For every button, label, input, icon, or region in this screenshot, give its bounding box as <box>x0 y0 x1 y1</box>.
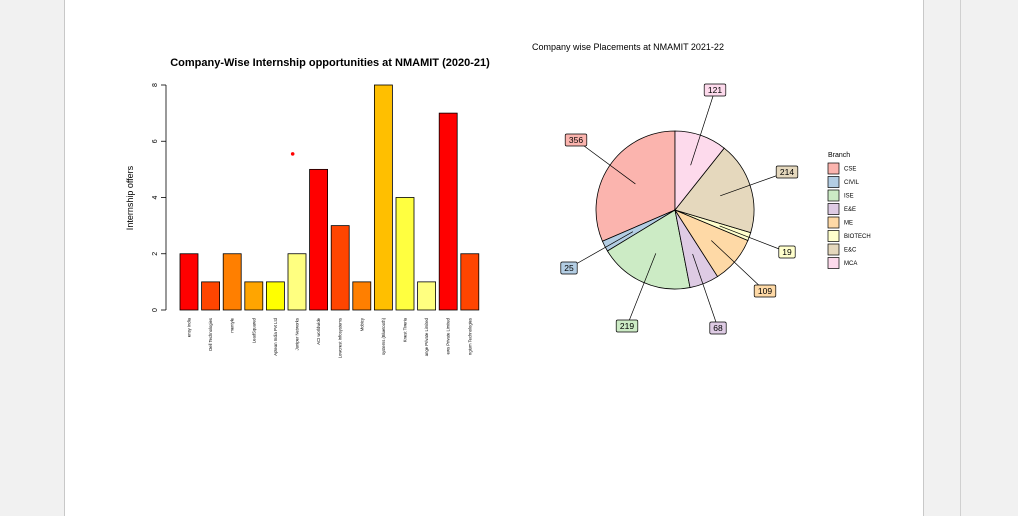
bar <box>201 281 221 311</box>
x-tick-label: systems (Bluetooth) <box>381 317 386 355</box>
pie-data-label: 214 <box>780 167 794 177</box>
pie-slice <box>674 147 755 234</box>
pie-slice <box>674 130 725 212</box>
bar <box>438 112 458 311</box>
bar-chart-title: Company-Wise Internship opportunities at… <box>170 57 490 69</box>
bar <box>265 281 285 311</box>
pie-slice <box>595 130 676 242</box>
x-tick-label: Dell Technologies <box>208 318 213 351</box>
pie-data-label: 219 <box>620 321 634 331</box>
bar <box>395 197 415 311</box>
bar <box>222 253 242 311</box>
pie-label-box <box>709 321 727 335</box>
x-tick-label: ngium Technologies <box>467 318 472 355</box>
bar <box>417 281 437 311</box>
pie-label-box <box>753 284 777 298</box>
pie-chart-slices <box>595 130 755 290</box>
pie-data-label: 121 <box>708 85 722 95</box>
x-tick-label: mentyle <box>230 317 235 332</box>
y-tick-label: 8 <box>152 83 159 87</box>
pie-label-leader <box>692 253 719 329</box>
legend-swatch <box>827 176 840 188</box>
y-tick-label: 0 <box>152 308 159 312</box>
legend-swatch <box>827 230 840 242</box>
bar <box>373 84 393 311</box>
x-tick-label: ews Private Limited <box>446 317 451 354</box>
pie-data-label: 19 <box>782 247 792 257</box>
legend-label: BIOTECH <box>844 234 871 240</box>
pie-label-leader <box>690 89 716 166</box>
bar <box>287 253 307 311</box>
x-tick-label: Mobicy <box>359 317 364 331</box>
x-tick-label: Lowcrest Infosystems <box>338 318 343 358</box>
pie-chart-legend: Branch CSE CIVIL ISE E&E ME BIOTECH E&C MCA <box>827 152 871 269</box>
legend-label: ISE <box>844 193 854 199</box>
pie-chart: Company wise Placements at NMAMIT 2021-2… <box>532 42 871 335</box>
bar <box>352 281 372 311</box>
legend-label: ME <box>844 220 853 226</box>
pie-label-leader <box>719 225 788 253</box>
pie-label-box <box>560 261 578 275</box>
pie-label-box <box>615 319 639 333</box>
bar-chart-y-ticks: 0 2 4 6 8 <box>152 83 166 312</box>
pie-chart-title: Company wise Placements at NMAMIT 2021-2… <box>532 42 724 52</box>
legend-label: E&C <box>844 247 857 253</box>
x-tick-label: ange Private Limited <box>424 317 429 356</box>
viewer-scroll-gutter <box>960 0 961 516</box>
x-tick-label: Juniper Networks <box>294 318 299 350</box>
pie-label-box <box>775 165 799 179</box>
bar-chart-bars <box>179 84 480 311</box>
legend-swatch <box>827 189 840 202</box>
pie-chart-data-labels: 356 25 219 68 109 19 214 121 <box>560 83 799 335</box>
bar-chart: Company-Wise Internship opportunities at… <box>125 57 490 358</box>
x-tick-label: ACI worldwide <box>316 317 321 344</box>
legend-label: MCA <box>844 261 857 267</box>
bar <box>309 168 329 311</box>
x-tick-label: Aptean India Pvt Ltd <box>273 317 278 355</box>
legend-label: E&E <box>844 207 856 213</box>
y-tick-label: 4 <box>152 195 159 199</box>
bar-chart-x-tick-labels: ensy India Dell Technologies mentyle LeadSq… <box>186 317 472 358</box>
pie-label-leader <box>626 253 657 327</box>
legend-label: CIVIL <box>844 180 860 186</box>
pie-label-box <box>778 245 796 259</box>
legend-swatch <box>827 216 840 229</box>
pie-data-label: 356 <box>569 135 583 145</box>
legend-label: CSE <box>844 166 856 172</box>
legend-swatch <box>827 162 840 175</box>
pie-data-label: 109 <box>758 286 772 296</box>
pie-label-leader <box>711 240 766 292</box>
legend-swatch <box>827 243 840 256</box>
pie-label-leader <box>568 231 634 269</box>
bar <box>244 281 264 311</box>
bar-chart-y-axis-label: Internship offers <box>125 165 135 230</box>
red-point-marker <box>290 152 295 156</box>
pie-data-label: 25 <box>564 263 574 273</box>
pie-label-box <box>703 83 727 97</box>
legend-swatch <box>827 257 840 269</box>
pie-data-label: 68 <box>713 323 723 333</box>
bar <box>179 253 199 311</box>
x-tick-label: ensy India <box>186 317 191 337</box>
bar <box>330 225 350 311</box>
bar <box>460 253 480 311</box>
x-tick-label: LeadSquared <box>251 317 256 343</box>
legend-swatch <box>827 203 840 215</box>
x-tick-label: Knest Tiveria <box>402 317 407 342</box>
pie-label-leader <box>575 139 636 185</box>
pie-label-box <box>564 133 588 147</box>
pie-legend-title: Branch <box>828 152 850 159</box>
y-tick-label: 2 <box>152 252 159 256</box>
pie-slice <box>606 209 691 290</box>
y-tick-label: 6 <box>152 139 159 143</box>
